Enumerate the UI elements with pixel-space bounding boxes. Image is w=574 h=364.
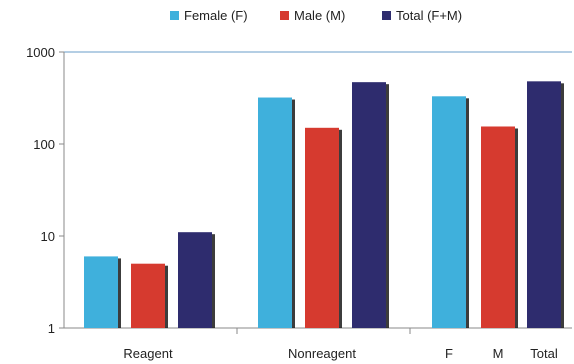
bar-shadow-0-2 <box>212 234 215 328</box>
bar-label-2-1: M <box>493 346 504 361</box>
bar-shadow-2-2 <box>561 83 564 328</box>
bar-shadow-2-0 <box>466 98 469 328</box>
category-labels: Reagent Nonreagent F M Total <box>123 346 557 361</box>
bar-shadow-1-1 <box>339 129 342 328</box>
bar-1-1 <box>305 127 339 328</box>
bar-0-1 <box>131 263 165 328</box>
bar-1-0 <box>258 97 292 328</box>
bar-shadow-2-1 <box>515 128 518 328</box>
legend-swatch-1 <box>280 11 289 20</box>
bar-2-0 <box>432 96 466 328</box>
bar-0-0 <box>84 256 118 328</box>
y-tick-label-1: 10 <box>41 229 55 244</box>
y-tick-label-0: 1 <box>48 321 55 336</box>
bar-2-1 <box>481 126 515 328</box>
bar-shadow-1-0 <box>292 99 295 328</box>
bar-2-2 <box>527 81 561 328</box>
bar-label-2-0: F <box>445 346 453 361</box>
bar-0-2 <box>178 232 212 328</box>
bars <box>84 81 564 329</box>
legend-label-1: Male (M) <box>294 8 345 23</box>
category-label-0: Reagent <box>123 346 173 361</box>
y-tick-label-2: 100 <box>33 137 55 152</box>
legend-swatch-0 <box>170 11 179 20</box>
legend: Female (F) Male (M) Total (F+M) <box>170 8 462 23</box>
bar-shadow-0-1 <box>165 265 168 328</box>
legend-label-0: Female (F) <box>184 8 248 23</box>
bar-shadow-1-2 <box>386 84 389 329</box>
category-label-1: Nonreagent <box>288 346 356 361</box>
bar-label-2-2: Total <box>530 346 558 361</box>
y-tick-label-3: 1000 <box>26 45 55 60</box>
bar-shadow-0-0 <box>118 258 121 328</box>
bar-1-2 <box>352 82 386 329</box>
legend-label-2: Total (F+M) <box>396 8 462 23</box>
legend-swatch-2 <box>382 11 391 20</box>
